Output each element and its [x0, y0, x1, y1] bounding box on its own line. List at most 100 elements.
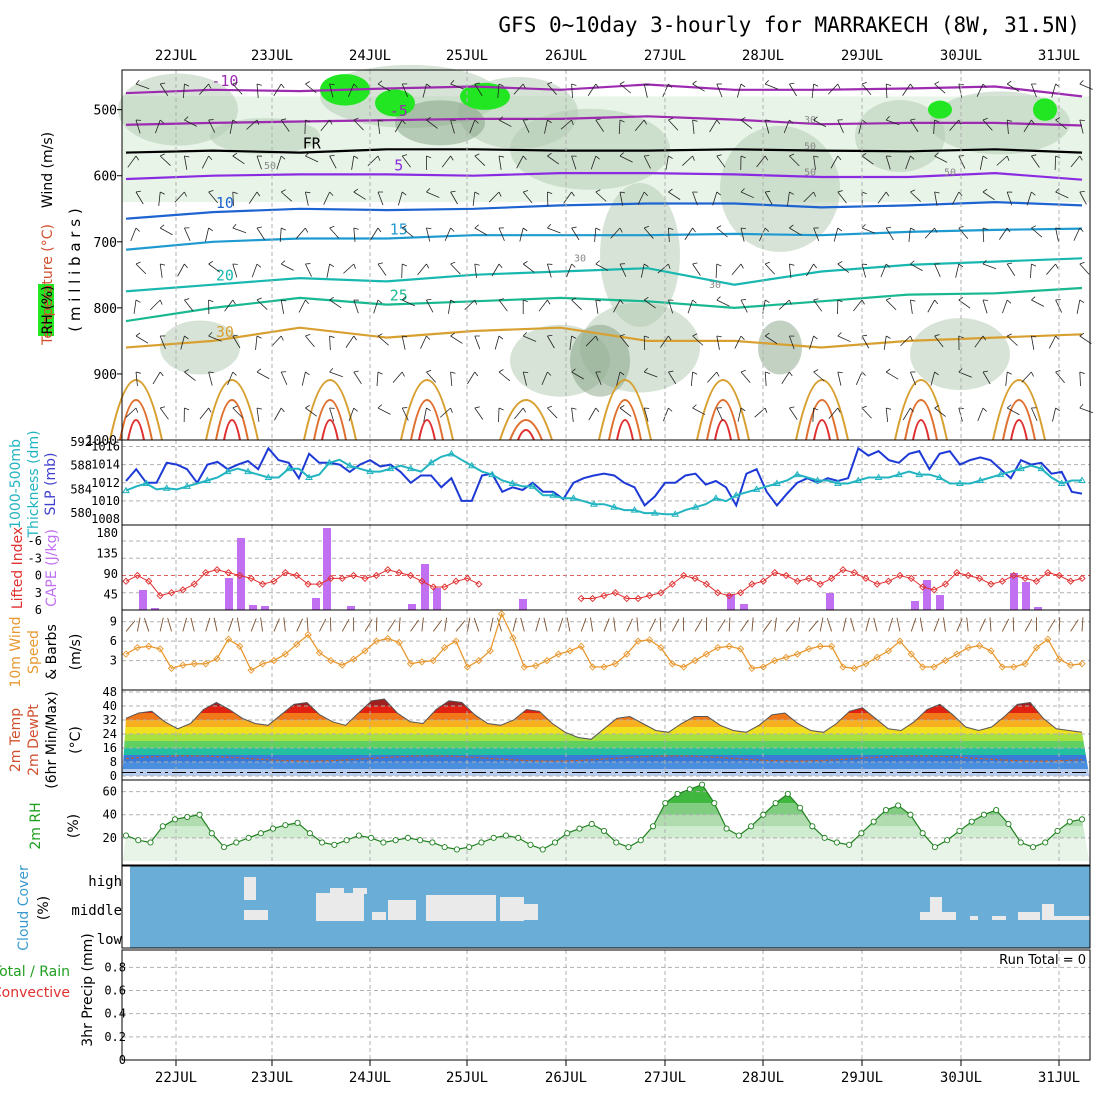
wind-barb-feather: [523, 190, 529, 193]
rh-patch: [580, 302, 700, 393]
wind-barb-feather: [402, 154, 408, 157]
wind-barb: [977, 407, 984, 422]
date-label-top: 31JUL: [1038, 48, 1080, 64]
wind-barb: [665, 155, 669, 170]
wind-barb: [640, 263, 645, 278]
thickness-marker: [793, 470, 802, 478]
wind-barb: [789, 263, 792, 278]
cloud-bar: [500, 897, 524, 921]
isotherm-label: FR: [303, 135, 322, 153]
wind-barb-feather: [256, 119, 260, 125]
surface-wind-barb: [182, 617, 187, 632]
slp-line: [125, 446, 1083, 508]
wind-barb: [450, 371, 453, 386]
wind-barb-feather: [256, 263, 262, 268]
wind-barb-feather: [1055, 263, 1059, 269]
wind-barb: [885, 155, 891, 170]
cloud-bar: [244, 910, 268, 920]
wind-barb-feather: [886, 226, 892, 229]
lifted-index-marker: [680, 571, 688, 580]
thickness-marker: [366, 467, 374, 475]
surface-wind-barb: [694, 619, 703, 632]
wind-barb-feather: [668, 335, 672, 341]
rh-marker: [429, 839, 436, 846]
wind-barb: [885, 299, 897, 311]
wind-barb-feather: [716, 263, 722, 267]
cloud-cover-label: Cloud Cover: [16, 865, 32, 951]
wind-barb-feather: [861, 371, 866, 376]
wind-barb-feather: [571, 83, 577, 86]
wind-speed-marker: [873, 653, 881, 661]
surface-wind-barb: [626, 618, 633, 632]
lifted-index-marker: [327, 574, 335, 583]
temperature-axis-label: Temperature (°C): [40, 224, 56, 346]
cape-bar: [151, 608, 159, 610]
wind-barb-feather: [692, 155, 695, 161]
wind-speed-marker: [600, 663, 608, 671]
wind-barb: [813, 119, 827, 128]
wind-speed-marker: [998, 663, 1006, 671]
wind-barb: [208, 371, 213, 386]
wind-barb-feather: [208, 332, 213, 337]
wind-speed-marker: [691, 656, 699, 665]
wind-barb: [150, 299, 161, 311]
wind-barb-feather: [498, 263, 503, 269]
rh-patch: [600, 183, 680, 327]
wind-barb-feather: [280, 155, 286, 160]
wind-tick-label: 3: [110, 654, 117, 668]
cloud-bar: [920, 912, 956, 920]
wind-speed-marker: [315, 649, 324, 657]
surface-wind-barb: [497, 617, 503, 632]
wind-barb: [467, 371, 476, 385]
wind-barb: [619, 155, 633, 163]
wind-barb: [789, 155, 800, 167]
wind-barb-feather: [377, 227, 382, 233]
wind-barb-feather: [498, 369, 504, 373]
wind-barb-feather: [1055, 370, 1061, 373]
wind-barb-feather: [208, 371, 214, 373]
wind-barb-feather: [450, 371, 456, 374]
wind-barb: [837, 263, 850, 273]
isotherm-45: [127, 419, 145, 441]
wind-barb-feather: [305, 191, 311, 194]
thickness-tick-label: 580: [70, 506, 92, 520]
wind10m-panel: 3 6 9: [110, 609, 1091, 691]
temp-band: [122, 706, 1090, 713]
date-label-top: 26JUL: [545, 48, 587, 64]
wind-barb: [813, 371, 825, 382]
lifted-index-marker: [941, 580, 950, 588]
wind-barb: [1006, 83, 1020, 92]
wind-barb: [828, 407, 839, 419]
wind-barb-feather: [861, 405, 867, 409]
wind-barb-feather: [740, 299, 747, 301]
rh-tick-label: 20: [103, 831, 117, 845]
isotherm-40: [904, 399, 938, 441]
wind-barb: [305, 407, 317, 417]
rh-marker: [478, 839, 485, 846]
isotherm-label: -10: [211, 72, 238, 90]
wind-barb-feather: [426, 335, 431, 340]
surface-wind-barb: [762, 619, 772, 632]
wind-barb: [668, 299, 674, 314]
wind-barb: [861, 263, 867, 278]
precip-tick-label: 0.6: [104, 984, 126, 998]
lifted-index-marker: [953, 568, 961, 577]
rh-band: [122, 814, 1090, 827]
date-label-top: 22JUL: [155, 48, 197, 64]
wind-barb: [982, 299, 988, 314]
wind-barb-feather: [910, 118, 916, 121]
wind-speed-marker: [657, 643, 665, 652]
lifted-index-marker: [691, 574, 699, 583]
wind-barb: [201, 155, 209, 169]
wind-barb-feather: [643, 296, 649, 301]
precip-frame: [121, 949, 1091, 1061]
lifted-index-marker: [896, 571, 904, 580]
wind-barb: [450, 119, 455, 134]
wind-barb-feather: [764, 227, 770, 232]
wind-barb-feather: [1031, 296, 1036, 301]
wind-barb-feather: [789, 82, 795, 85]
wind-barb-feather: [910, 227, 916, 231]
wind-barb-feather: [668, 117, 674, 121]
rh-marker: [551, 839, 559, 846]
wind-barb: [958, 227, 969, 239]
